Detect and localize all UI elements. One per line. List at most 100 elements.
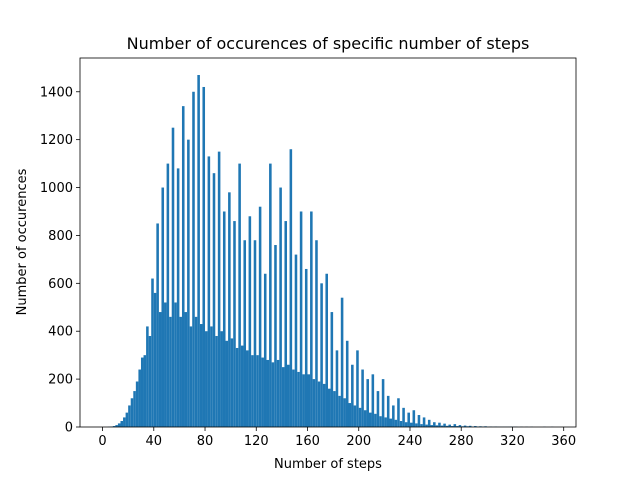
bar xyxy=(310,211,313,427)
bar xyxy=(156,223,159,427)
x-tick-label: 320 xyxy=(500,434,525,449)
x-tick-label: 120 xyxy=(244,434,269,449)
chart-title: Number of occurences of specific number … xyxy=(127,34,530,53)
bar xyxy=(194,316,198,427)
bar xyxy=(438,422,441,427)
bar xyxy=(409,422,413,427)
bar xyxy=(146,326,149,427)
bar xyxy=(361,369,364,427)
bar xyxy=(266,359,270,427)
bar xyxy=(269,163,272,427)
bar xyxy=(386,395,390,427)
bar xyxy=(140,357,144,427)
bar xyxy=(215,336,218,427)
bar xyxy=(153,292,157,427)
bar xyxy=(240,345,244,427)
bar xyxy=(176,168,180,427)
bar xyxy=(353,405,357,427)
bar xyxy=(222,211,226,427)
bar xyxy=(340,297,344,427)
bar xyxy=(166,163,170,427)
bar xyxy=(171,127,175,428)
bar xyxy=(384,417,387,427)
bar xyxy=(297,371,300,427)
bar xyxy=(197,75,200,428)
bar xyxy=(243,240,247,427)
bar xyxy=(258,206,262,427)
bar xyxy=(205,331,208,427)
bar xyxy=(394,419,398,427)
bar xyxy=(397,398,400,427)
bar xyxy=(376,391,380,427)
x-tick-label: 160 xyxy=(295,434,320,449)
bar xyxy=(181,106,185,427)
bar xyxy=(128,405,131,427)
bar xyxy=(307,374,311,427)
bar xyxy=(199,324,203,427)
bar xyxy=(343,398,346,427)
y-tick-label: 1400 xyxy=(40,85,73,100)
y-axis-label: Number of occurences xyxy=(15,168,30,315)
bar xyxy=(238,163,241,427)
bar xyxy=(120,421,124,427)
bar xyxy=(322,383,326,427)
bar xyxy=(143,355,147,427)
bar xyxy=(184,312,188,427)
bar xyxy=(174,302,177,427)
bar xyxy=(417,415,421,427)
bar xyxy=(363,410,367,427)
bar xyxy=(123,417,126,427)
bar xyxy=(371,374,375,427)
bar xyxy=(256,355,259,427)
bar xyxy=(212,173,216,427)
bar xyxy=(468,425,472,427)
bar xyxy=(463,425,467,427)
bar xyxy=(179,316,182,427)
bar xyxy=(366,379,369,427)
bar xyxy=(312,379,316,427)
bar xyxy=(407,412,410,427)
bar xyxy=(158,312,162,427)
bar xyxy=(279,187,282,427)
x-tick-label: 280 xyxy=(449,434,474,449)
x-tick-label: 40 xyxy=(146,434,163,449)
bar xyxy=(133,391,136,427)
plot-frame xyxy=(79,57,577,428)
bar xyxy=(404,422,408,427)
bar xyxy=(117,423,121,427)
bar xyxy=(351,364,354,427)
bar xyxy=(422,417,426,427)
bar xyxy=(248,216,252,427)
y-tick-label: 200 xyxy=(48,373,73,388)
bar xyxy=(164,302,167,427)
bar xyxy=(202,86,206,427)
bar xyxy=(130,398,134,427)
y-tick-label: 0 xyxy=(65,421,73,436)
x-tick-label: 240 xyxy=(398,434,423,449)
y-tick-label: 1000 xyxy=(40,181,73,196)
y-tick-label: 600 xyxy=(48,277,73,292)
bar xyxy=(435,425,439,427)
bar xyxy=(333,391,336,427)
x-tick-label: 360 xyxy=(551,434,576,449)
bar xyxy=(443,423,446,427)
bar xyxy=(328,388,331,427)
bar xyxy=(415,423,418,427)
bar xyxy=(192,91,195,428)
bar xyxy=(281,367,285,427)
bar xyxy=(161,187,165,427)
bar xyxy=(381,379,385,427)
bar xyxy=(338,395,341,427)
bar xyxy=(261,357,264,427)
bar xyxy=(315,240,318,427)
bar xyxy=(399,421,403,427)
bar xyxy=(358,407,362,427)
bar xyxy=(330,312,334,427)
bar xyxy=(292,369,295,427)
bar xyxy=(379,416,382,427)
bar xyxy=(294,254,298,427)
bar xyxy=(425,424,428,427)
x-tick-label: 200 xyxy=(346,434,371,449)
bar xyxy=(228,192,231,427)
